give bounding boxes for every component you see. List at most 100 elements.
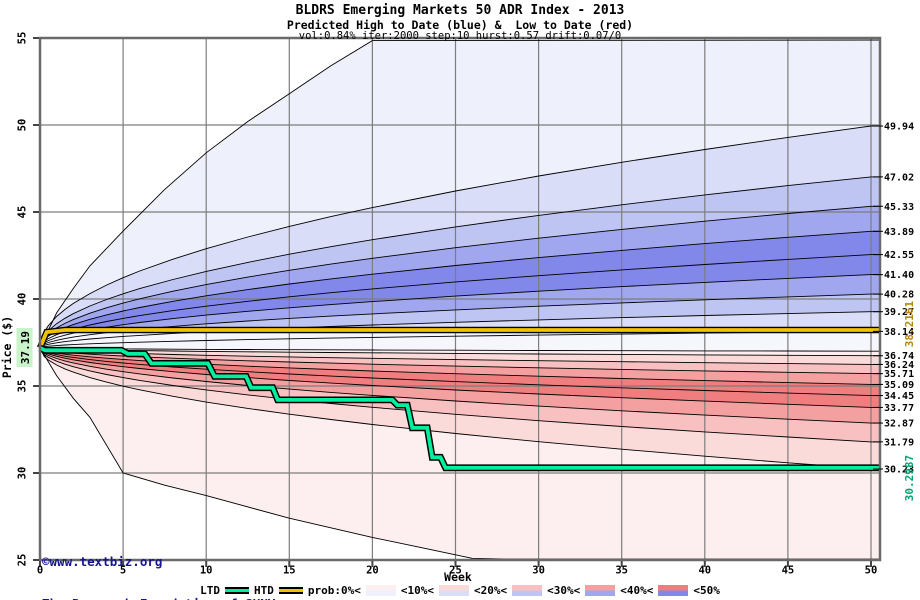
right-label-47.02: 47.02 [884,172,914,183]
x-tick-label-10: 10 [200,565,213,577]
y-tick-label-40: 40 [17,293,29,306]
htd-value-label: 38.2161 [903,300,916,347]
percentile-line-7 [39,293,880,349]
x-tick-label-15: 15 [283,565,296,577]
low-band-6 [40,347,880,424]
low-band-2 [40,347,880,374]
prob-swatch-1 [438,585,469,596]
percentile-line-0 [39,39,880,349]
percentile-line-17 [39,347,880,424]
right-label-42.55: 42.55 [884,250,914,261]
chart-parameters: vol:0.84% iter:2000 step:10 hurst:0.57 d… [298,30,622,42]
high-band-1 [40,126,880,348]
low-band-9 [40,347,880,560]
plot-border [38,36,882,562]
y-tick-label-55: 55 [17,32,29,45]
y-axis-label: Price ($) [0,316,14,378]
y-tick-label-45: 45 [17,206,29,219]
right-label-35.09: 35.09 [884,380,914,391]
high-band-2 [40,176,880,348]
legend-prob-label-2: <20%< [473,584,508,597]
low-band-4 [40,347,880,396]
legend-htd-label: HTD [254,584,274,597]
percentile-line-18 [39,347,880,443]
right-label-43.89: 43.89 [884,227,914,238]
htd-line [38,328,880,349]
x-tick-label-45: 45 [782,565,795,577]
x-tick-label-30: 30 [532,565,545,577]
x-tick-label-0: 0 [37,565,43,577]
high-band-4 [40,231,880,348]
right-label-36.74: 36.74 [884,351,914,362]
actual-lines [37,326,880,472]
x-tick-label-20: 20 [366,565,379,577]
gridlines [40,38,880,560]
prob-swatch-3 [585,585,616,596]
percentile-line-19 [39,347,880,470]
high-band-6 [40,274,880,348]
legend-prob-label-5: <50% [693,584,720,597]
legend-prob-label-3: <30%< [547,584,581,597]
right-label-36.24: 36.24 [884,360,914,371]
legend-prob-label-1: <10%< [400,584,434,597]
x-tick-label-40: 40 [698,565,711,577]
high-band-3 [40,206,880,348]
low-band-8 [40,347,880,469]
legend: LTD HTD prob:0%< <10%< <20%< <30%< <40%< <50% [0,584,920,597]
prob-swatch-2 [512,585,543,596]
x-axis-label: Week [444,570,472,584]
y-tick-label-30: 30 [17,467,29,480]
prob-swatch-4 [658,585,689,596]
watermark: ©www.textbiz.org The Research Foundation… [42,527,275,600]
percentile-line-9 [39,330,880,349]
legend-prob-label-4: <40%< [620,584,654,597]
chart-subtitle: Predicted High to Date (blue) & Low to D… [286,18,634,32]
watermark-org: The Research Foundation of SUNY [42,597,275,600]
legend-prob-label-0: prob:0%< [307,584,361,597]
legend-ltd-swatch [225,587,249,594]
annotations: 37.19 38.2161 30.2987 [16,300,916,501]
percentile-line-1 [39,125,880,349]
prob-swatch-0 [365,585,396,596]
percentile-line-16 [39,347,880,408]
legend-htd-swatch [278,587,303,594]
right-value-labels: 49.94 47.02 45.33 43.89 42.55 41.40 40.28 39.27… [873,122,914,475]
right-label-41.40: 41.40 [884,270,914,281]
right-label-32.87: 32.87 [884,419,914,430]
right-label-30.23: 30.23 [884,464,914,475]
right-label-35.71: 35.71 [884,369,914,380]
right-label-49.94: 49.94 [884,122,914,133]
x-tick-label-25: 25 [449,565,462,577]
x-tick-label-50: 50 [865,565,878,577]
ltd-line [39,346,880,470]
right-label-39.27: 39.27 [884,307,914,318]
start-price-label: 37.19 [19,331,32,364]
y-tick-label-50: 50 [17,119,29,132]
y-tick-label-25: 25 [17,554,29,567]
right-label-40.28: 40.28 [884,290,914,301]
right-label-45.33: 45.33 [884,202,914,213]
start-price-badge-bg [16,328,33,367]
chart-title: BLDRS Emerging Markets 50 ADR Index - 20… [295,3,625,18]
low-band-5 [40,347,880,408]
high-band-0 [40,40,880,348]
right-label-33.77: 33.77 [884,403,914,414]
low-band-7 [40,347,880,442]
plot-frame [33,36,882,567]
fan-bands [40,40,880,560]
right-label-31.79: 31.79 [884,437,914,448]
x-tick-label-35: 35 [615,565,628,577]
percentile-line-3 [39,205,880,349]
ltd-value-label: 30.2987 [903,455,916,501]
y-tick-label-35: 35 [17,380,29,393]
right-label-38.14: 38.14 [884,327,914,338]
right-label-34.45: 34.45 [884,391,914,402]
low-band-3 [40,347,880,385]
percentile-line-15 [39,347,880,397]
legend-ltd-label: LTD [200,584,220,597]
watermark-site: ©www.textbiz.org [42,554,163,569]
x-tick-label-5: 5 [120,565,126,577]
high-band-5 [40,254,880,348]
